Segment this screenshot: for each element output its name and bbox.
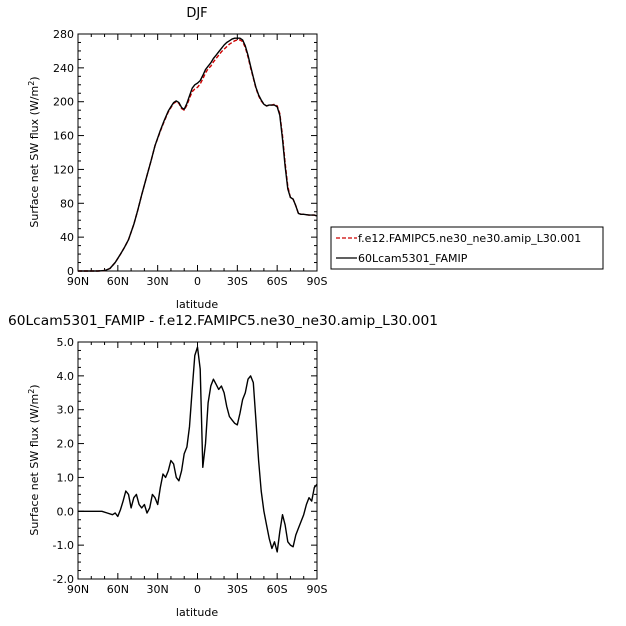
top-y-tick-label: 160: [53, 130, 74, 143]
top-y-tick-label: 120: [53, 163, 74, 176]
bottom-y-axis-label: Surface net SW flux (W/m2): [27, 384, 41, 535]
bottom-plot-frame: [77, 341, 318, 580]
top-panel: DJF 0 40 80 120 160 200 240 280 90N 60N 30N 0 30S 60…: [27, 6, 328, 311]
legend: f.e12.FAMIPC5.ne30_ne30.amip_L30.001 60L…: [330, 226, 604, 270]
bottom-y-tick-label: -2.0: [53, 573, 74, 586]
bottom-y-tick-label: 0.0: [57, 505, 75, 518]
top-x-tick-label: 60S: [267, 275, 288, 288]
top-series-line-0: [78, 39, 318, 272]
bottom-chart-title: 60Lcam5301_FAMIP - f.e12.FAMIPC5.ne30_ne…: [8, 314, 438, 329]
bottom-y-tick-label: 2.0: [57, 438, 75, 451]
bottom-y-tick-label: 4.0: [57, 370, 75, 383]
bottom-x-axis: 90N 60N 30N 0 30S 60S 90S: [67, 342, 328, 596]
bottom-x-tick-label: 30S: [227, 583, 248, 596]
bottom-y-tick-label: 1.0: [57, 471, 75, 484]
legend-label-series-0: f.e12.FAMIPC5.ne30_ne30.amip_L30.001: [358, 232, 581, 245]
top-series-lines: [78, 37, 318, 272]
top-y-tick-label: 240: [53, 62, 74, 75]
bottom-x-tick-label: 90S: [307, 583, 328, 596]
top-y-axis: 0 40 80 120 160 200 240 280: [53, 28, 317, 278]
bottom-panel: 60Lcam5301_FAMIP - f.e12.FAMIPC5.ne30_ne…: [8, 314, 438, 619]
bottom-x-axis-label: latitude: [176, 606, 218, 619]
top-x-tick-label: 90S: [307, 275, 328, 288]
top-y-tick-label: 40: [60, 231, 74, 244]
bottom-x-tick-label: 30N: [147, 583, 169, 596]
legend-box: [330, 226, 604, 270]
bottom-series-line-0: [78, 346, 318, 553]
top-x-tick-label: 0: [194, 275, 201, 288]
top-x-tick-label: 30N: [147, 275, 169, 288]
top-series-line-1: [78, 37, 318, 272]
top-x-tick-label: 30S: [227, 275, 248, 288]
bottom-series-lines: [78, 346, 318, 553]
bottom-y-axis: -2.0 -1.0 0.0 1.0 2.0 3.0 4.0 5.0: [53, 336, 317, 586]
bottom-y-tick-label: 3.0: [57, 404, 75, 417]
top-x-tick-label: 90N: [67, 275, 89, 288]
bottom-y-tick-label: 5.0: [57, 336, 75, 349]
bottom-x-tick-label: 60N: [107, 583, 129, 596]
bottom-x-tick-label: 0: [194, 583, 201, 596]
top-x-axis-label: latitude: [176, 298, 218, 311]
top-y-tick-label: 200: [53, 96, 74, 109]
bottom-x-tick-label: 60S: [267, 583, 288, 596]
top-y-tick-label: 280: [53, 28, 74, 41]
top-y-axis-label: Surface net SW flux (W/m2): [27, 76, 41, 227]
top-x-tick-label: 60N: [107, 275, 129, 288]
top-plot-frame: [77, 33, 318, 272]
top-chart-title: DJF: [186, 6, 207, 21]
legend-label-series-1: 60Lcam5301_FAMIP: [358, 252, 468, 265]
top-y-tick-label: 80: [60, 197, 74, 210]
top-y-tick-label: 0: [67, 265, 74, 278]
bottom-y-tick-label: -1.0: [53, 539, 74, 552]
bottom-x-tick-label: 90N: [67, 583, 89, 596]
top-x-axis: 90N 60N 30N 0 30S 60S 90S: [67, 34, 328, 288]
